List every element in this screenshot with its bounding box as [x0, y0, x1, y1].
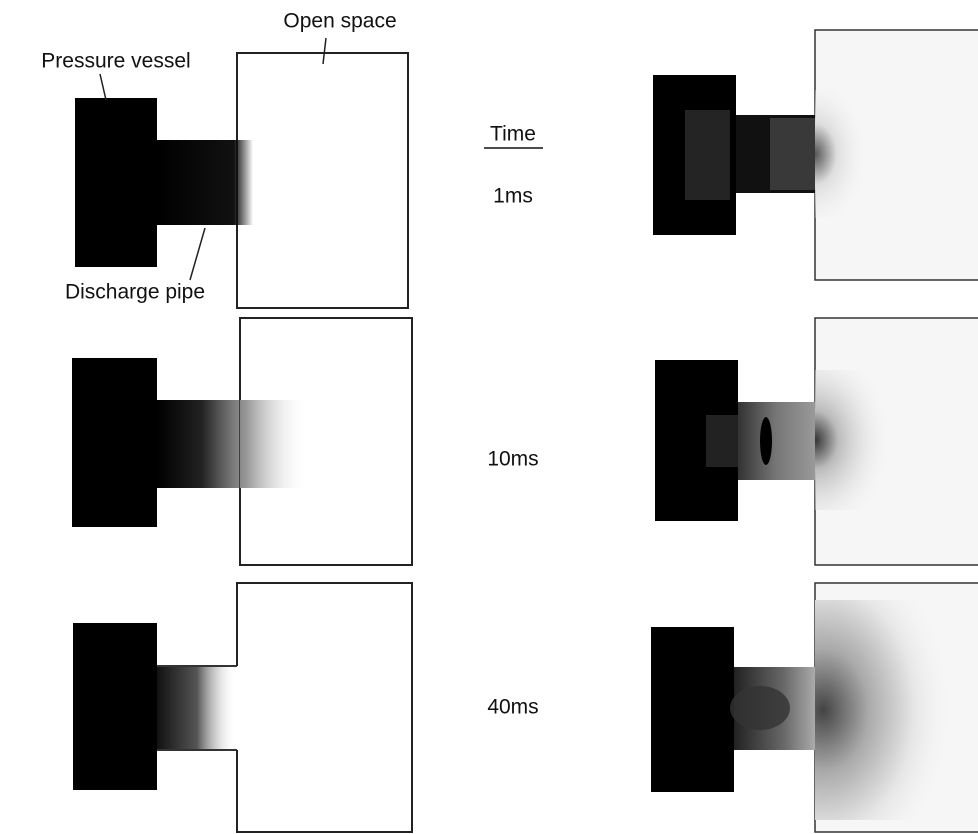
time-header: Time [490, 123, 536, 146]
plume [815, 370, 925, 510]
arrow [322, 37, 327, 65]
vortex [760, 417, 772, 465]
simulation-row-1 [653, 29, 978, 281]
vessel [72, 358, 157, 527]
open-space-box [236, 582, 413, 833]
pressure-front [706, 415, 738, 467]
label-open-space: Open space [283, 10, 396, 33]
label-discharge-pipe: Discharge pipe [65, 281, 205, 304]
arrow [99, 73, 107, 101]
experiment-row-3 [73, 582, 413, 833]
vessel [651, 627, 734, 792]
label-pressure-vessel: Pressure vessel [41, 50, 190, 73]
time-label: 10ms [487, 448, 538, 471]
experiment-row-1 [75, 52, 409, 309]
time-label: 1ms [493, 185, 533, 208]
pipe [738, 402, 815, 480]
pipe-plume [157, 140, 253, 225]
vessel [73, 623, 157, 790]
experiment-row-2 [72, 317, 413, 566]
arrow [189, 227, 206, 281]
time-label: 40ms [487, 696, 538, 719]
vessel [75, 98, 157, 267]
pressure-front [770, 118, 815, 190]
pressure-front [685, 110, 730, 200]
pipe-plume [157, 666, 237, 750]
simulation-row-3 [651, 582, 978, 833]
simulation-row-2 [655, 317, 978, 566]
jet-core [730, 686, 790, 730]
open-space-box [236, 52, 409, 309]
plume [815, 600, 978, 820]
pipe-plume [157, 400, 307, 488]
plume [815, 90, 905, 218]
